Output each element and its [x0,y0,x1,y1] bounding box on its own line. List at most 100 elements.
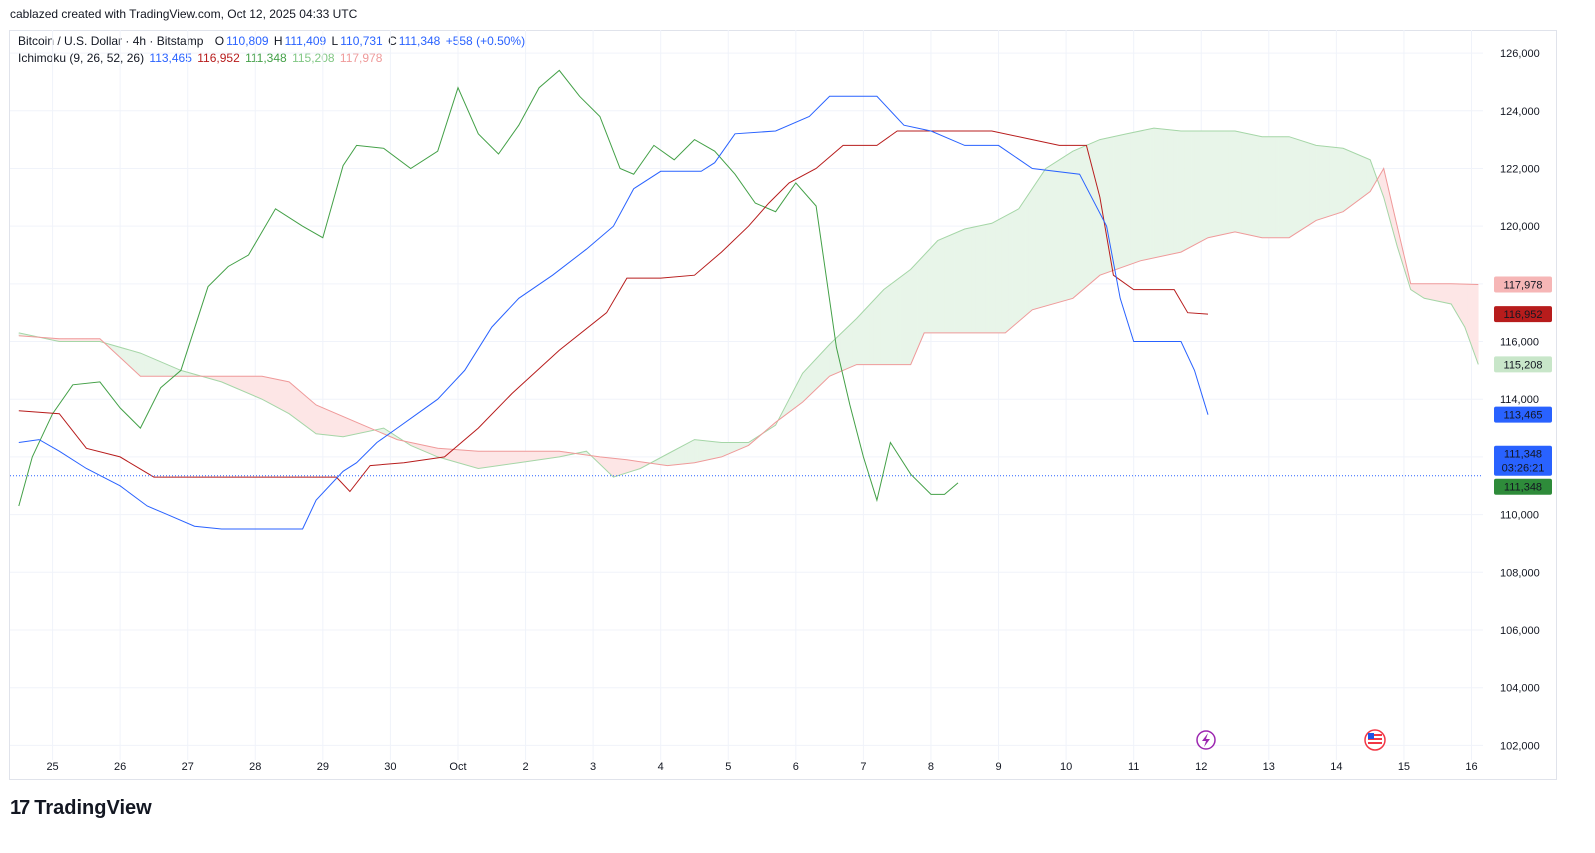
cloud-segment [1363,156,1368,198]
cloud-segment [1268,136,1273,238]
cloud-segment [322,407,327,436]
cloud-segment [1065,152,1070,301]
conversion-line [18,95,1209,530]
cloud-segment [545,450,550,460]
time-tick-label: 12 [1195,761,1207,773]
cloud-segment [1461,283,1466,329]
cloud-segment [1423,283,1428,300]
cloud-segment [515,450,520,464]
cloud-segment [244,375,249,394]
cloud-segment [157,359,161,377]
cloud-segment [1288,136,1293,239]
price-axis[interactable]: 102,000104,000106,000108,000110,000112,0… [1500,48,1540,752]
cloud-segment [1302,140,1307,230]
cloud-segment [535,450,540,461]
cloud-segment [1356,153,1361,203]
cloud-segment [1221,130,1226,236]
close-value: 111,348 [398,34,441,48]
cloud-segment [437,447,442,459]
price-tick-label: 104,000 [1500,683,1540,695]
cloud-segment [937,238,942,334]
cloud-segment [1258,135,1263,239]
base-price-tag-text: 116,952 [1504,309,1543,321]
cloud-segment [886,283,891,365]
cloud-segment [1204,130,1209,240]
base-line [18,130,1209,493]
cloud-segment [278,379,283,411]
lead-a-value: 115,208 [292,51,335,65]
cloud-segment [633,460,638,472]
cloud-segment [977,225,982,334]
cloud-segment [704,440,709,461]
chart-caption: cablazed created with TradingView.com, O… [10,7,358,21]
cloud-segment [677,446,682,465]
base-price-tag [1494,306,1552,323]
cloud-segment [275,378,280,409]
cloud-segment [1116,134,1121,270]
time-tick-label: 2 [522,761,528,773]
cloud-segment [1092,140,1097,282]
cloud-segment [913,261,918,357]
base-value: 116,952 [197,51,240,65]
cloud-segment [538,450,543,461]
cloud-segment [883,286,888,365]
cloud-segment [1062,154,1067,302]
cloud-segment [1278,136,1283,238]
cloud-segment [934,239,939,334]
cloud-segment [457,449,462,465]
cloud-segment [697,439,702,463]
cloud-segment [143,354,148,377]
event-markers[interactable] [1196,729,1386,751]
price-tick-label: 106,000 [1500,625,1540,637]
time-tick-label: 4 [658,761,664,773]
cloud-segment [1055,159,1060,304]
us-economic-event-icon[interactable] [1364,729,1386,751]
time-tick-label: 3 [590,761,596,773]
tradingview-logo[interactable]: 17 TradingView [10,797,152,820]
high-value: 111,409 [284,34,327,48]
cloud-segment [548,450,553,459]
cloud-segment [1346,149,1351,210]
cloud-segment [251,375,256,397]
indicator-legend[interactable]: Ichimoku (9, 26, 52, 26) 113,465 116,952… [18,51,384,65]
cloud-segment [254,375,259,399]
time-tick-label: 26 [114,761,126,773]
time-tick-label: 9 [995,761,1001,773]
cloud-segment [552,450,557,459]
ichimoku-cloud [18,127,1479,478]
cloud-segment [805,365,810,400]
indicator-title[interactable]: Ichimoku (9, 26, 52, 26) [18,51,145,65]
cloud-segment [309,398,314,432]
cloud-segment [988,222,993,334]
cloud-segment [467,450,472,467]
cloud-segment [1285,136,1290,238]
cloud-segment [927,247,932,334]
cloud-segment [1207,130,1212,239]
cloud-segment [852,317,857,367]
grid [10,30,1483,760]
cloud-segment [163,362,168,377]
cloud-segment [1153,127,1158,259]
cloud-segment [528,450,533,462]
cloud-segment [1042,167,1047,308]
cloud-segment [623,459,628,475]
cloud-segment [481,450,486,469]
leading-span-b-line [18,167,1479,467]
cloud-segment [150,356,155,377]
dividend-event-icon[interactable] [1196,730,1216,750]
cloud-segment [1032,182,1036,311]
cloud-segment [619,458,624,476]
cloud-segment [954,231,959,334]
cloud-segment [504,450,509,465]
cloud-segment [1319,145,1324,220]
cloud-segment [342,416,347,438]
symbol-title[interactable]: Bitcoin / U.S. Dollar · 4h · Bitstamp [18,34,204,48]
cloud-segment [879,288,884,365]
time-axis[interactable]: 25 26 27 28 29 30 Oct 2 3 4 5 6 7 8 9 10 11 12 13 14 15 16 [46,761,1477,773]
cloud-segment [849,321,854,368]
time-tick-label: Oct [449,761,466,773]
cloud-segment [991,220,996,334]
cloud-segment [332,411,337,437]
